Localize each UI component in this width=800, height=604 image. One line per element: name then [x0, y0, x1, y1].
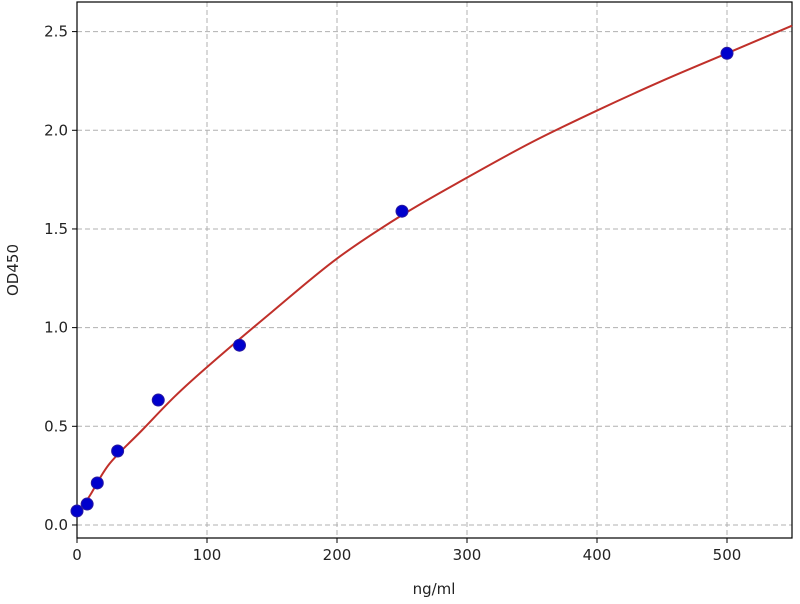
y-tick-label: 1.0 [44, 319, 68, 337]
data-point [111, 444, 125, 458]
fit-curve-line [76, 24, 793, 516]
x-tick-label: 0 [72, 546, 82, 564]
data-point [233, 338, 246, 352]
data-point [395, 204, 409, 218]
y-tick-label: 0.5 [44, 417, 68, 435]
points [70, 46, 734, 518]
y-tick-label: 0.0 [44, 516, 68, 534]
x-tick-label: 200 [323, 546, 352, 564]
grid [76, 2, 792, 538]
data-point [90, 476, 104, 490]
data-point [80, 497, 94, 511]
x-tick-label: 500 [713, 546, 742, 564]
plot-frame [76, 1, 793, 539]
data-point [151, 393, 165, 407]
y-tick-label: 2.0 [44, 121, 68, 139]
ticks: 0 100 200 300 400 500 0.0 0.5 1.0 1.5 2.0 2.5 [44, 23, 741, 564]
y-tick-label: 1.5 [44, 220, 68, 238]
x-tick-label: 400 [583, 546, 612, 564]
x-tick-label: 100 [193, 546, 222, 564]
data-point [720, 46, 734, 60]
x-tick-label: 300 [453, 546, 482, 564]
y-tick-label: 2.5 [44, 23, 68, 41]
data-point [70, 504, 84, 518]
y-axis-label: OD450 [4, 244, 22, 296]
x-axis-label: ng/ml [413, 580, 456, 598]
curves [76, 24, 793, 516]
